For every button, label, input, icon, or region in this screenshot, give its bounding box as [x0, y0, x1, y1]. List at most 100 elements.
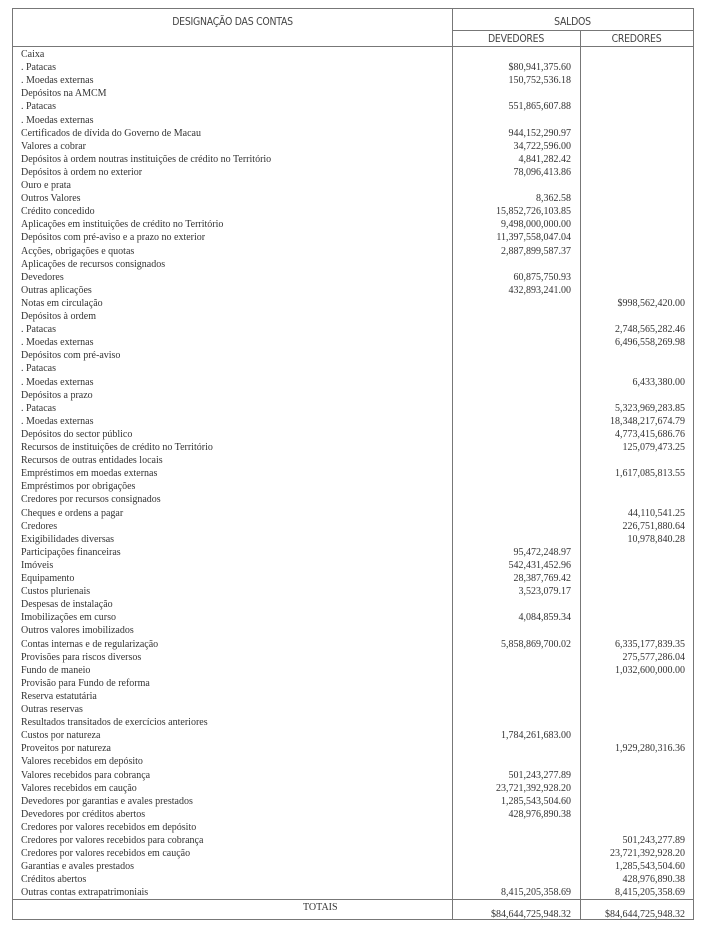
account-name: Créditos abertos	[21, 874, 87, 886]
table-row: Devedores por garantias e avales prestad…	[13, 795, 693, 808]
credit-balance: 226,751,880.64	[622, 520, 686, 532]
debit-balance: 95,472,248.97	[513, 546, 572, 558]
account-name: Resultados transitados de exercícios ant…	[21, 717, 208, 729]
account-name: Provisões para riscos diversos	[21, 651, 142, 663]
table-row: Imóveis 542,431,452.96	[13, 559, 693, 572]
account-name: . Moedas externas	[21, 75, 94, 87]
table-row: Depósitos com pré-aviso e a prazo no ext…	[13, 231, 693, 244]
debit-balance: $80,941,375.60	[508, 62, 572, 74]
account-name: Valores recebidos em depósito	[21, 756, 143, 768]
totals-credores: $84,644,725,948.32	[605, 909, 685, 920]
account-name: Exigibilidades diversas	[21, 533, 115, 545]
table-row: . Patacas 551,865,607.88	[13, 100, 693, 113]
table-row: Proveitos por natureza 1,929,280,316.36	[13, 742, 693, 755]
table-row: Notas em circulação $998,562,420.00	[13, 297, 693, 310]
debit-balance: 8,362.58	[536, 193, 571, 205]
table-row: Depósitos a prazo	[13, 389, 693, 402]
debit-balance: 542,431,452.96	[508, 559, 572, 571]
credit-balance: 6,335,177,839.35	[615, 638, 685, 650]
table-row: Empréstimos por obrigações	[13, 480, 693, 493]
account-name: Cheques e ordens a pagar	[21, 507, 124, 519]
table-row: Despesas de instalação	[13, 598, 693, 611]
table-row: Participações financeiras 95,472,248.97	[13, 546, 693, 559]
account-name: Devedores por créditos abertos	[21, 808, 146, 820]
table-row: Garantias e avales prestados 1,285,543,50…	[13, 860, 693, 873]
account-name: . Patacas	[21, 363, 56, 375]
account-name: Aplicações em instituições de crédito no…	[21, 219, 224, 231]
credit-balance: 428,976,890.38	[622, 874, 686, 886]
account-name: Proveitos por natureza	[21, 743, 111, 755]
debit-balance: 3,523,079.17	[518, 586, 572, 598]
credit-balance: 8,415,205,358.69	[615, 887, 685, 899]
credit-balance: 6,433,380.00	[632, 376, 686, 388]
debit-balance: 1,285,543,504.60	[501, 795, 571, 807]
table-row: Certificados de dívida do Governo de Mac…	[13, 127, 693, 140]
table-row: Depósitos com pré-aviso	[13, 349, 693, 362]
account-name: Crédito concedido	[21, 206, 95, 218]
debit-balance: 501,243,277.89	[508, 769, 572, 781]
table-row: Valores a cobrar 34,722,596.00	[13, 140, 693, 153]
table-row: Outros valores imobilizados	[13, 624, 693, 637]
account-name: . Moedas externas	[21, 114, 94, 126]
debit-balance: 34,722,596.00	[513, 140, 572, 152]
header-devedores: DEVEDORES	[487, 32, 545, 45]
credit-balance: 23,721,392,928.20	[610, 848, 685, 860]
header-divider	[13, 46, 693, 47]
account-name: Credores por recursos consignados	[21, 494, 161, 506]
account-name: Credores por valores recebidos em caução	[21, 848, 191, 860]
table-row: Depósitos à ordem no exterior 78,096,413.…	[13, 166, 693, 179]
credit-balance: 125,079,473.25	[622, 442, 686, 453]
table-row: Outras aplicações 432,893,241.00	[13, 284, 693, 297]
table-row: Crédito concedido 15,852,726,103.85	[13, 205, 693, 218]
table-row: Aplicações de recursos consignados	[13, 258, 693, 271]
table-row: Reserva estatutária	[13, 690, 693, 703]
table-row: . Moedas externas 150,752,536.18	[13, 74, 693, 87]
credit-balance: 2,748,565,282.46	[615, 324, 685, 336]
account-name: . Moedas externas	[21, 415, 94, 427]
debit-balance: 2,887,899,587.37	[501, 245, 571, 257]
table-row: Fundo de maneio 1,032,600,000.00	[13, 664, 693, 677]
account-name: . Patacas	[21, 101, 56, 113]
account-name: Credores por valores recebidos para cobr…	[21, 835, 204, 846]
credit-balance: 1,032,600,000.00	[615, 664, 685, 676]
credit-balance: 1,285,543,504.60	[615, 861, 685, 873]
account-name: Outras contas extrapatrimoniais	[21, 887, 149, 899]
table-row: Devedores por créditos abertos 428,976,89…	[13, 808, 693, 821]
header-divider	[452, 30, 693, 31]
table-row: Resultados transitados de exercícios ant…	[13, 716, 693, 729]
column-divider	[452, 9, 453, 919]
table-row: . Moedas externas 6,433,380.00	[13, 376, 693, 389]
account-name: Depósitos com pré-aviso e a prazo no ext…	[21, 232, 206, 244]
table-row: Acções, obrigações e quotas 2,887,899,587…	[13, 245, 693, 258]
table-row: Ouro e prata	[13, 179, 693, 192]
table-row: Credores 226,751,880.64	[13, 520, 693, 533]
table-row: Exigibilidades diversas 10,978,840.28	[13, 533, 693, 546]
debit-balance: 4,841,282.42	[518, 153, 572, 165]
account-name: Devedores por garantias e avales prestad…	[21, 795, 193, 807]
account-name: Depósitos a prazo	[21, 389, 93, 401]
account-name: Depósitos na AMCM	[21, 88, 107, 100]
table-row: . Patacas 2,748,565,282.46	[13, 323, 693, 336]
account-name: Devedores	[21, 271, 64, 283]
account-name: Valores recebidos para cobrança	[21, 769, 151, 781]
account-name: Outros Valores	[21, 193, 81, 205]
credit-balance: 4,773,415,686.76	[615, 428, 685, 440]
account-name: Custos por natureza	[21, 730, 101, 742]
credit-balance: 18,348,217,674.79	[610, 415, 685, 427]
credit-balance: 5,323,969,283.85	[615, 402, 685, 414]
table-row: Créditos abertos 428,976,890.38	[13, 873, 693, 886]
table-row: Contas internas e de regularização 5,858,…	[13, 638, 693, 651]
table-row: Provisões para riscos diversos 275,577,28…	[13, 651, 693, 664]
account-name: . Moedas externas	[21, 337, 94, 349]
table-row: Cheques e ordens a pagar 44,110,541.25	[13, 507, 693, 520]
account-name: Valores a cobrar	[21, 140, 86, 152]
debit-balance: 60,875,750.93	[513, 271, 572, 283]
table-row: Credores por valores recebidos em depósi…	[13, 821, 693, 834]
account-name: Depósitos com pré-aviso	[21, 350, 121, 362]
table-row: Depósitos à ordem noutras instituições d…	[13, 153, 693, 166]
table-row: Custos plurienais 3,523,079.17	[13, 585, 693, 598]
debit-balance: 551,865,607.88	[508, 101, 572, 113]
debit-balance: 432,893,241.00	[508, 284, 572, 296]
account-name: Imobilizações em curso	[21, 612, 116, 624]
credit-balance: 1,929,280,316.36	[615, 743, 685, 755]
